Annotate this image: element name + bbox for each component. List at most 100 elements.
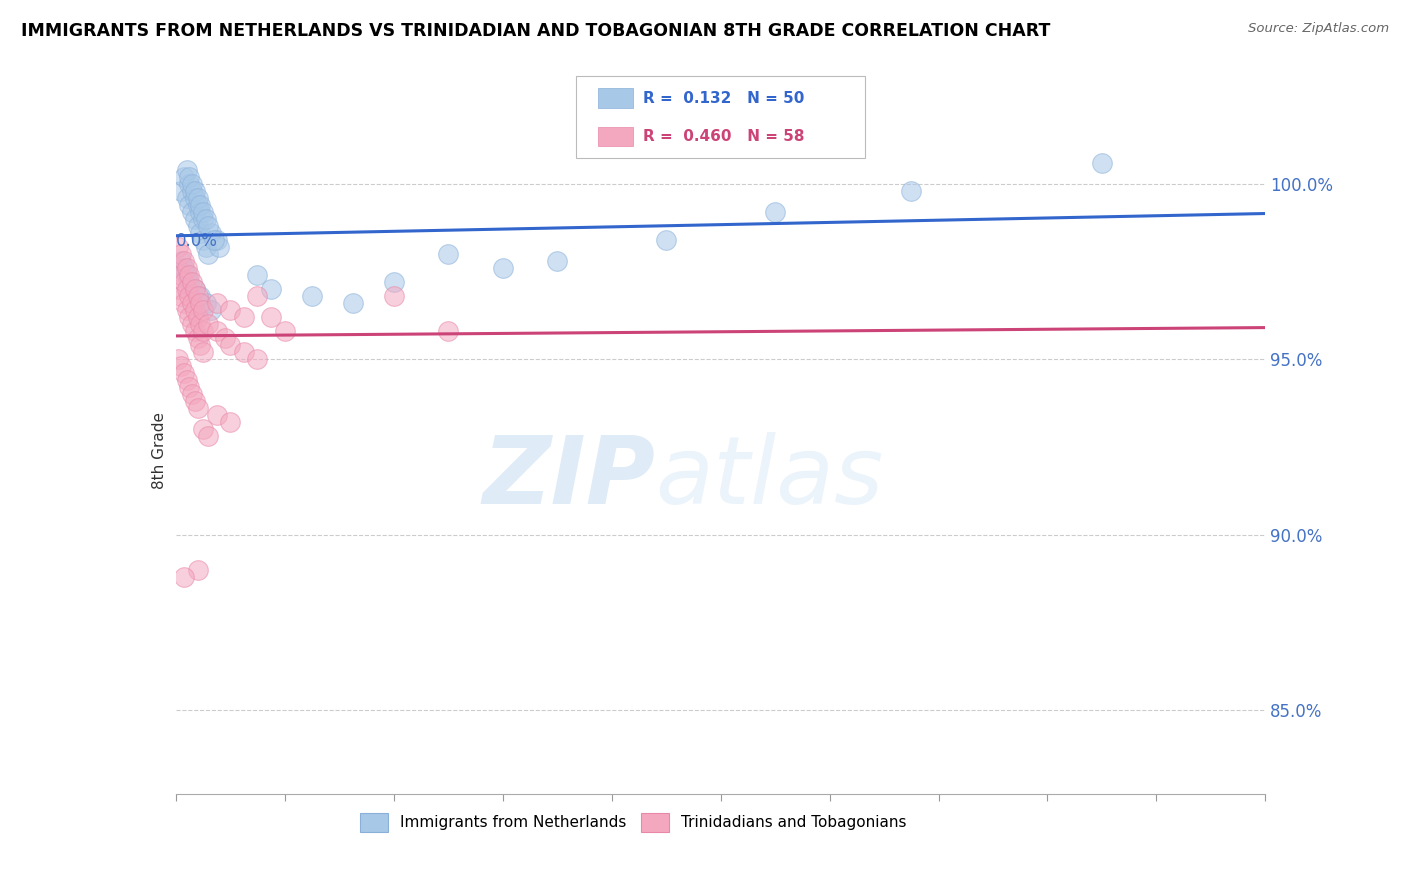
Point	[205, 233, 228, 247]
Point	[382, 275, 405, 289]
Point	[186, 198, 209, 212]
Point	[197, 247, 219, 261]
Point	[176, 191, 198, 205]
Point	[246, 289, 269, 303]
Point	[173, 569, 195, 583]
Point	[191, 205, 214, 219]
Point	[219, 416, 242, 430]
Point	[173, 261, 195, 276]
Point	[437, 247, 460, 261]
Text: atlas: atlas	[655, 433, 883, 524]
Point	[197, 429, 219, 443]
Point	[188, 338, 211, 352]
Point	[176, 303, 198, 318]
Point	[184, 184, 207, 198]
Point	[219, 338, 242, 352]
Point	[342, 296, 364, 310]
Point	[184, 394, 207, 409]
Point	[179, 275, 201, 289]
Point	[188, 198, 211, 212]
Point	[188, 205, 211, 219]
Text: ZIP: ZIP	[482, 432, 655, 524]
Point	[186, 289, 209, 303]
Point	[205, 409, 228, 423]
Point	[176, 163, 198, 178]
Point	[191, 233, 214, 247]
Point	[173, 275, 195, 289]
Point	[176, 261, 198, 276]
Point	[246, 352, 269, 367]
Point	[194, 296, 217, 310]
Point	[260, 310, 283, 325]
Point	[167, 261, 190, 276]
Point	[181, 387, 204, 401]
Point	[191, 303, 214, 318]
Point	[176, 268, 198, 283]
Y-axis label: 8th Grade: 8th Grade	[152, 412, 167, 489]
Point	[301, 289, 323, 303]
Point	[167, 352, 190, 367]
Point	[170, 184, 193, 198]
Point	[188, 296, 211, 310]
Legend: Immigrants from Netherlands, Trinidadians and Tobagonians: Immigrants from Netherlands, Trinidadian…	[354, 807, 912, 838]
Text: R =  0.460   N = 58: R = 0.460 N = 58	[643, 129, 804, 144]
Point	[176, 282, 198, 296]
Point	[173, 367, 195, 381]
Point	[170, 247, 193, 261]
Point	[1091, 156, 1114, 170]
Point	[205, 296, 228, 310]
Point	[188, 289, 211, 303]
Point	[246, 268, 269, 283]
Point	[186, 191, 209, 205]
Point	[200, 303, 222, 318]
Point	[170, 289, 193, 303]
Point	[232, 310, 254, 325]
Point	[194, 212, 217, 227]
Point	[382, 289, 405, 303]
Point	[179, 289, 201, 303]
Point	[179, 310, 201, 325]
Point	[181, 296, 204, 310]
Point	[186, 219, 209, 234]
Point	[197, 219, 219, 234]
Point	[181, 205, 204, 219]
Point	[208, 240, 231, 254]
Point	[274, 324, 297, 338]
Point	[184, 303, 207, 318]
Point	[219, 303, 242, 318]
Point	[167, 240, 190, 254]
Point	[186, 310, 209, 325]
Point	[763, 205, 786, 219]
Point	[181, 177, 204, 191]
Point	[191, 422, 214, 436]
Point	[170, 359, 193, 374]
Point	[205, 324, 228, 338]
Point	[492, 261, 515, 276]
Point	[173, 296, 195, 310]
Point	[167, 282, 190, 296]
Point	[173, 170, 195, 185]
Point	[655, 233, 678, 247]
Point	[179, 380, 201, 394]
Point	[188, 318, 211, 332]
Point	[170, 254, 193, 268]
Point	[179, 170, 201, 185]
Point	[191, 324, 214, 338]
Point	[191, 345, 214, 359]
Point	[232, 345, 254, 359]
Point	[179, 177, 201, 191]
Point	[179, 268, 201, 283]
Point	[173, 254, 195, 268]
Point	[437, 324, 460, 338]
Text: Source: ZipAtlas.com: Source: ZipAtlas.com	[1249, 22, 1389, 36]
Point	[214, 331, 236, 345]
Point	[197, 318, 219, 332]
Point	[179, 198, 201, 212]
Point	[181, 318, 204, 332]
Point	[184, 282, 207, 296]
Point	[200, 226, 222, 240]
Point	[186, 401, 209, 416]
Point	[184, 191, 207, 205]
Point	[186, 331, 209, 345]
Point	[176, 373, 198, 387]
